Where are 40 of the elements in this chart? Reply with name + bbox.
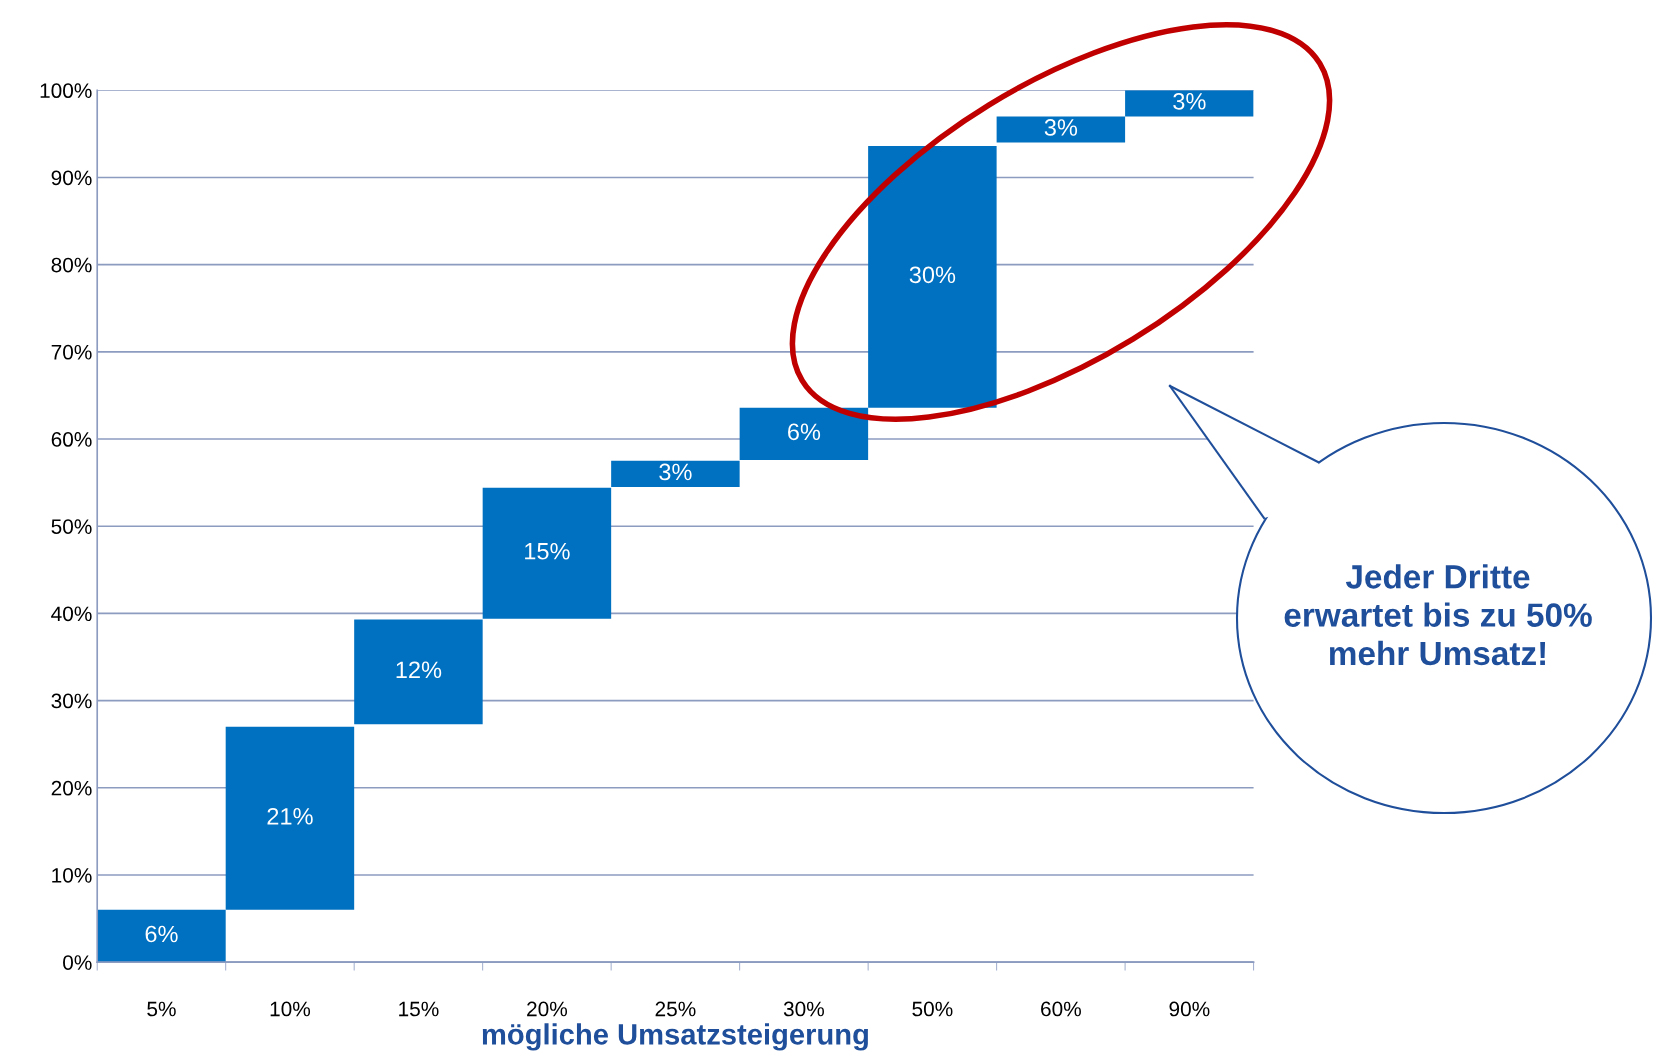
y-tick-label: 30% — [51, 693, 92, 709]
data-label: 12% — [396, 661, 442, 679]
x-tick-label: 60% — [1041, 1001, 1081, 1017]
bar — [996, 116, 1126, 143]
x-tick-label: 5% — [147, 1001, 176, 1017]
x-tick-label: 20% — [527, 1001, 568, 1017]
bar — [739, 407, 869, 460]
data-label: 15% — [525, 542, 570, 560]
bar — [1125, 90, 1254, 117]
y-tick-label: 20% — [51, 780, 92, 796]
y-tick-label: 0% — [63, 955, 92, 970]
bar — [611, 460, 740, 487]
x-axis-title: mögliche Umsatzsteigerung — [482, 1023, 868, 1051]
data-label: 30% — [909, 266, 956, 284]
x-tick-label: 90% — [1169, 1001, 1210, 1017]
y-tick-label: 80% — [51, 257, 92, 273]
x-tick-label: 15% — [399, 1001, 439, 1017]
x-tick-label: 30% — [783, 1001, 824, 1017]
data-label: 3% — [659, 463, 692, 481]
bar — [225, 726, 355, 910]
x-tick-label: 10% — [270, 1001, 311, 1017]
y-tick-label: 90% — [51, 170, 92, 186]
y-tick-label: 60% — [51, 432, 92, 447]
bar — [354, 619, 483, 725]
data-label: 6% — [145, 925, 178, 943]
y-tick-label: 10% — [52, 867, 92, 883]
bar — [868, 146, 997, 408]
y-tick-label: 100% — [40, 83, 92, 99]
data-label: 3% — [1173, 92, 1206, 110]
bar — [97, 909, 226, 963]
y-tick-label: 70% — [51, 344, 92, 360]
y-tick-label: 40% — [51, 606, 92, 622]
x-tick-label: 50% — [912, 1001, 953, 1017]
data-label: 3% — [1044, 119, 1078, 136]
data-label: 6% — [788, 423, 821, 441]
bar — [482, 487, 612, 619]
data-label: 21% — [267, 807, 313, 825]
x-tick-label: 25% — [655, 1001, 696, 1017]
text: Jeder Dritte erwartet bis zu 50% mehr Umsatz! — [1284, 564, 1592, 666]
y-tick-label: 50% — [51, 519, 92, 534]
